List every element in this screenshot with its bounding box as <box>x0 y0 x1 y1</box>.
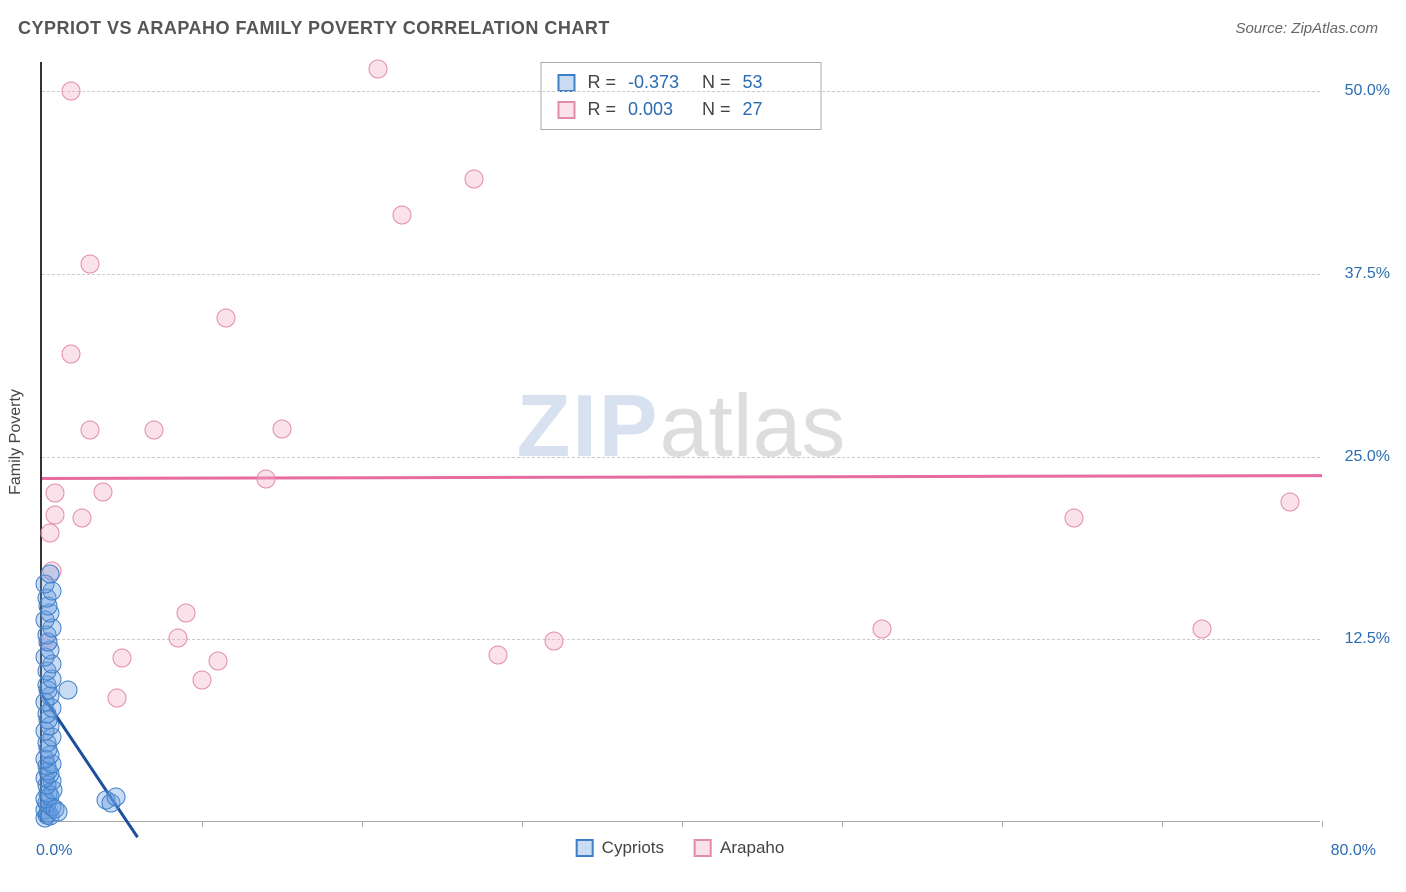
r-label: R = <box>587 96 616 123</box>
x-axis-max-label: 80.0% <box>1331 842 1376 860</box>
gridline <box>42 274 1320 275</box>
marker-arapaho <box>369 60 388 79</box>
marker-arapaho <box>93 482 112 501</box>
marker-arapaho <box>257 469 276 488</box>
marker-arapaho <box>209 652 228 671</box>
marker-arapaho <box>1065 509 1084 528</box>
y-axis-label: Family Poverty <box>7 389 25 495</box>
marker-arapaho <box>217 308 236 327</box>
x-tick <box>522 821 523 827</box>
chart-container: Family Poverty ZIPatlas R = -0.373 N = 5… <box>40 62 1320 822</box>
marker-arapaho <box>177 604 196 623</box>
marker-arapaho <box>45 506 64 525</box>
marker-arapaho <box>873 620 892 639</box>
x-tick <box>1322 821 1323 827</box>
plot-area: ZIPatlas R = -0.373 N = 53 R = 0.003 N =… <box>40 62 1320 822</box>
legend-label-cypriots: Cypriots <box>602 838 664 858</box>
marker-arapaho <box>145 421 164 440</box>
legend-item-cypriots: Cypriots <box>576 838 664 858</box>
r-value-arapaho: 0.003 <box>628 96 690 123</box>
marker-arapaho <box>113 649 132 668</box>
gridline <box>42 639 1320 640</box>
chart-header: CYPRIOT VS ARAPAHO FAMILY POVERTY CORREL… <box>0 0 1406 49</box>
legend-label-arapaho: Arapaho <box>720 838 784 858</box>
marker-arapaho <box>45 484 64 503</box>
legend-item-arapaho: Arapaho <box>694 838 784 858</box>
swatch-arapaho-icon <box>557 101 575 119</box>
watermark-atlas: atlas <box>660 376 846 475</box>
gridline <box>42 91 1320 92</box>
marker-arapaho <box>465 169 484 188</box>
marker-arapaho <box>489 646 508 665</box>
watermark-zip: ZIP <box>517 376 660 475</box>
marker-arapaho <box>81 421 100 440</box>
n-value-arapaho: 27 <box>743 96 805 123</box>
marker-arapaho <box>545 631 564 650</box>
marker-arapaho <box>61 345 80 364</box>
marker-cypriots <box>58 681 77 700</box>
n-label: N = <box>702 96 731 123</box>
marker-cypriots <box>41 564 60 583</box>
legend-stats-row-arapaho: R = 0.003 N = 27 <box>557 96 804 123</box>
legend-stats-box: R = -0.373 N = 53 R = 0.003 N = 27 <box>540 62 821 130</box>
y-tick-label: 12.5% <box>1330 630 1390 648</box>
source-attribution: Source: ZipAtlas.com <box>1235 20 1378 37</box>
marker-arapaho <box>273 419 292 438</box>
y-tick-label: 50.0% <box>1330 82 1390 100</box>
bottom-legend: Cypriots Arapaho <box>576 838 785 858</box>
marker-arapaho <box>61 82 80 101</box>
swatch-cypriots-icon <box>557 74 575 92</box>
marker-arapaho <box>169 628 188 647</box>
x-axis-min-label: 0.0% <box>36 842 72 860</box>
marker-arapaho <box>81 254 100 273</box>
gridline <box>42 457 1320 458</box>
marker-arapaho <box>41 523 60 542</box>
x-tick <box>1162 821 1163 827</box>
marker-arapaho <box>1281 492 1300 511</box>
x-tick <box>682 821 683 827</box>
marker-arapaho <box>108 688 127 707</box>
marker-arapaho <box>73 509 92 528</box>
watermark: ZIPatlas <box>517 375 846 477</box>
y-tick-label: 25.0% <box>1330 448 1390 466</box>
x-tick <box>362 821 363 827</box>
swatch-cypriots-icon <box>576 839 594 857</box>
chart-title: CYPRIOT VS ARAPAHO FAMILY POVERTY CORREL… <box>18 18 610 39</box>
x-tick <box>1002 821 1003 827</box>
trendline-pink <box>42 474 1322 479</box>
x-tick <box>202 821 203 827</box>
y-tick-label: 37.5% <box>1330 265 1390 283</box>
marker-arapaho <box>1193 620 1212 639</box>
marker-arapaho <box>193 671 212 690</box>
marker-arapaho <box>393 206 412 225</box>
swatch-arapaho-icon <box>694 839 712 857</box>
x-tick <box>842 821 843 827</box>
marker-cypriots <box>106 788 125 807</box>
marker-cypriots <box>49 802 68 821</box>
